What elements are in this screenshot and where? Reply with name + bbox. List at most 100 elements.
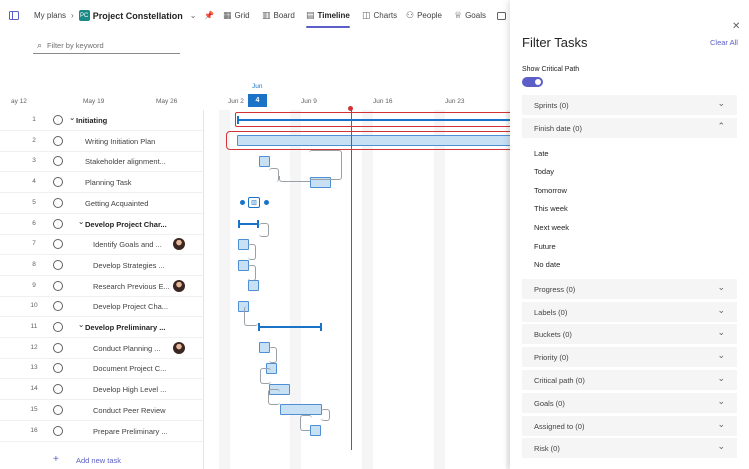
chevron-down-icon[interactable]: ⌄ — [189, 11, 197, 20]
complete-checkbox[interactable] — [53, 342, 63, 353]
filter-section-header[interactable]: Assigned to (0) ⌄ — [522, 415, 737, 436]
filter-section-header[interactable]: Priority (0) ⌄ — [522, 347, 737, 368]
plan-title[interactable]: Project Constellation — [92, 10, 183, 21]
task-bar[interactable] — [248, 280, 259, 291]
complete-checkbox[interactable] — [53, 259, 63, 270]
assignee-avatar[interactable] — [173, 279, 185, 292]
task-row[interactable]: 10 Develop Project Cha... — [0, 296, 203, 318]
task-row[interactable]: 2 Writing Initiation Plan — [0, 131, 203, 152]
task-name[interactable]: Develop High Level ... — [93, 385, 167, 395]
complete-checkbox[interactable] — [53, 425, 63, 436]
tab-people[interactable]: ⚇ People — [406, 0, 442, 31]
collapse-chevron-icon[interactable]: ⌄ — [78, 320, 85, 329]
task-row[interactable]: 16 Prepare Preliminary ... — [0, 421, 203, 442]
filter-section-header[interactable]: Labels (0) ⌄ — [522, 301, 737, 322]
filter-input[interactable]: ⌕ Filter by keyword — [33, 38, 180, 54]
finish-date-option[interactable]: This week — [534, 204, 568, 214]
finish-date-option[interactable]: Tomorrow — [534, 185, 567, 195]
task-row[interactable]: 15 Conduct Peer Review — [0, 400, 203, 421]
complete-checkbox[interactable] — [53, 363, 63, 374]
task-row[interactable]: 13 Document Project C... — [0, 358, 203, 380]
filter-section-header[interactable]: Risk (0) ⌄ — [522, 438, 737, 459]
close-icon[interactable]: ✕ — [732, 21, 741, 32]
milestone-group-icon[interactable]: ▥ — [248, 197, 260, 208]
task-name[interactable]: Develop Project Char... — [85, 219, 167, 229]
task-name[interactable]: Identify Goals and ... — [93, 240, 162, 250]
complete-checkbox[interactable] — [53, 135, 63, 146]
task-bar[interactable] — [259, 156, 270, 167]
task-name[interactable]: Develop Project Cha... — [93, 302, 169, 312]
tab-board[interactable]: ▥ Board — [262, 0, 295, 31]
task-bar[interactable] — [237, 135, 510, 146]
complete-checkbox[interactable] — [53, 115, 63, 125]
finish-date-option[interactable]: Future — [534, 241, 556, 251]
task-name[interactable]: Conduct Planning ... — [93, 343, 161, 353]
complete-checkbox[interactable] — [53, 404, 63, 415]
complete-checkbox[interactable] — [53, 301, 63, 312]
task-row[interactable]: 1 ⌄ Initiating — [0, 110, 203, 131]
task-row[interactable]: 6 ⌄ Develop Project Char... — [0, 214, 203, 235]
task-row[interactable]: 8 Develop Strategies ... — [0, 255, 203, 276]
assignee-avatar[interactable] — [173, 238, 185, 251]
tab-grid[interactable]: ▦ Grid — [223, 0, 250, 31]
task-row[interactable]: 12 Conduct Planning ... — [0, 338, 203, 359]
task-name[interactable]: Develop Strategies ... — [93, 260, 165, 270]
assignee-avatar[interactable] — [173, 341, 185, 354]
task-name[interactable]: Conduct Peer Review — [93, 405, 166, 415]
pin-icon[interactable]: 📌 — [204, 11, 215, 20]
finish-date-option[interactable]: Today — [534, 167, 555, 177]
milestone-dot[interactable] — [240, 200, 245, 205]
task-row[interactable]: 11 ⌄ Develop Preliminary ... — [0, 317, 203, 338]
task-name[interactable]: Stakeholder alignment... — [85, 157, 166, 167]
task-name[interactable]: Initiating — [76, 116, 108, 125]
task-row[interactable]: 3 Stakeholder alignment... — [0, 151, 203, 173]
task-row[interactable]: 4 Planning Task — [0, 172, 203, 194]
milestone-dot[interactable] — [264, 200, 269, 205]
critical-path-toggle[interactable] — [522, 77, 543, 87]
tab-goals[interactable]: ♕ Goals — [454, 0, 486, 31]
complete-checkbox[interactable] — [53, 322, 63, 332]
filter-section-header[interactable]: Finish date (0) ⌃ — [522, 117, 737, 138]
summary-bar-charter[interactable] — [238, 220, 259, 228]
filter-section-header[interactable]: Goals (0) ⌄ — [522, 392, 737, 413]
task-bar[interactable] — [310, 425, 321, 436]
task-name[interactable]: Getting Acquainted — [85, 198, 149, 208]
collapse-chevron-icon[interactable]: ⌄ — [69, 113, 76, 122]
breadcrumb-my-plans[interactable]: My plans — [34, 11, 67, 20]
complete-checkbox[interactable] — [53, 177, 63, 188]
filter-section-header[interactable]: Progress (0) ⌄ — [522, 278, 737, 299]
task-row[interactable]: 7 Identify Goals and ... — [0, 234, 203, 256]
filter-section-header[interactable]: Sprints (0) ⌄ — [522, 95, 737, 115]
finish-date-option[interactable]: Late — [534, 148, 549, 158]
clear-all-link[interactable]: Clear All — [710, 38, 738, 47]
complete-checkbox[interactable] — [53, 384, 63, 395]
complete-checkbox[interactable] — [53, 218, 63, 229]
task-name[interactable]: Prepare Preliminary ... — [93, 426, 168, 436]
tab-timeline[interactable]: ▤ Timeline — [306, 0, 350, 31]
task-name[interactable]: Writing Initiation Plan — [85, 136, 156, 146]
add-task-button[interactable]: + Add new task — [0, 450, 203, 469]
filter-section-header[interactable]: Buckets (0) ⌄ — [522, 324, 737, 345]
complete-checkbox[interactable] — [53, 156, 63, 167]
task-row[interactable]: 14 Develop High Level ... — [0, 379, 203, 401]
finish-date-option[interactable]: No date — [534, 260, 561, 270]
task-row[interactable]: 5 Getting Acquainted — [0, 193, 203, 214]
task-name[interactable]: Research Previous E... — [93, 281, 170, 291]
sidebar-toggle-icon[interactable] — [9, 0, 19, 31]
task-bar[interactable] — [310, 177, 331, 188]
finish-date-option[interactable]: Next week — [534, 223, 570, 232]
summary-bar-preliminary[interactable] — [258, 323, 322, 331]
more-views-icon[interactable] — [497, 0, 506, 31]
complete-checkbox[interactable] — [53, 197, 63, 208]
complete-checkbox[interactable] — [53, 280, 63, 291]
summary-bar-initiating[interactable] — [237, 116, 510, 124]
task-bar[interactable] — [280, 404, 322, 415]
task-name[interactable]: Planning Task — [85, 178, 132, 188]
task-bar[interactable] — [238, 301, 249, 312]
task-name[interactable]: Document Project C... — [93, 364, 167, 374]
filter-section-header[interactable]: Critical path (0) ⌄ — [522, 370, 737, 390]
task-row[interactable]: 9 Research Previous E... — [0, 276, 203, 297]
tab-charts[interactable]: ◫ Charts — [362, 0, 397, 31]
complete-checkbox[interactable] — [53, 239, 63, 250]
task-name[interactable]: Develop Preliminary ... — [85, 323, 166, 332]
